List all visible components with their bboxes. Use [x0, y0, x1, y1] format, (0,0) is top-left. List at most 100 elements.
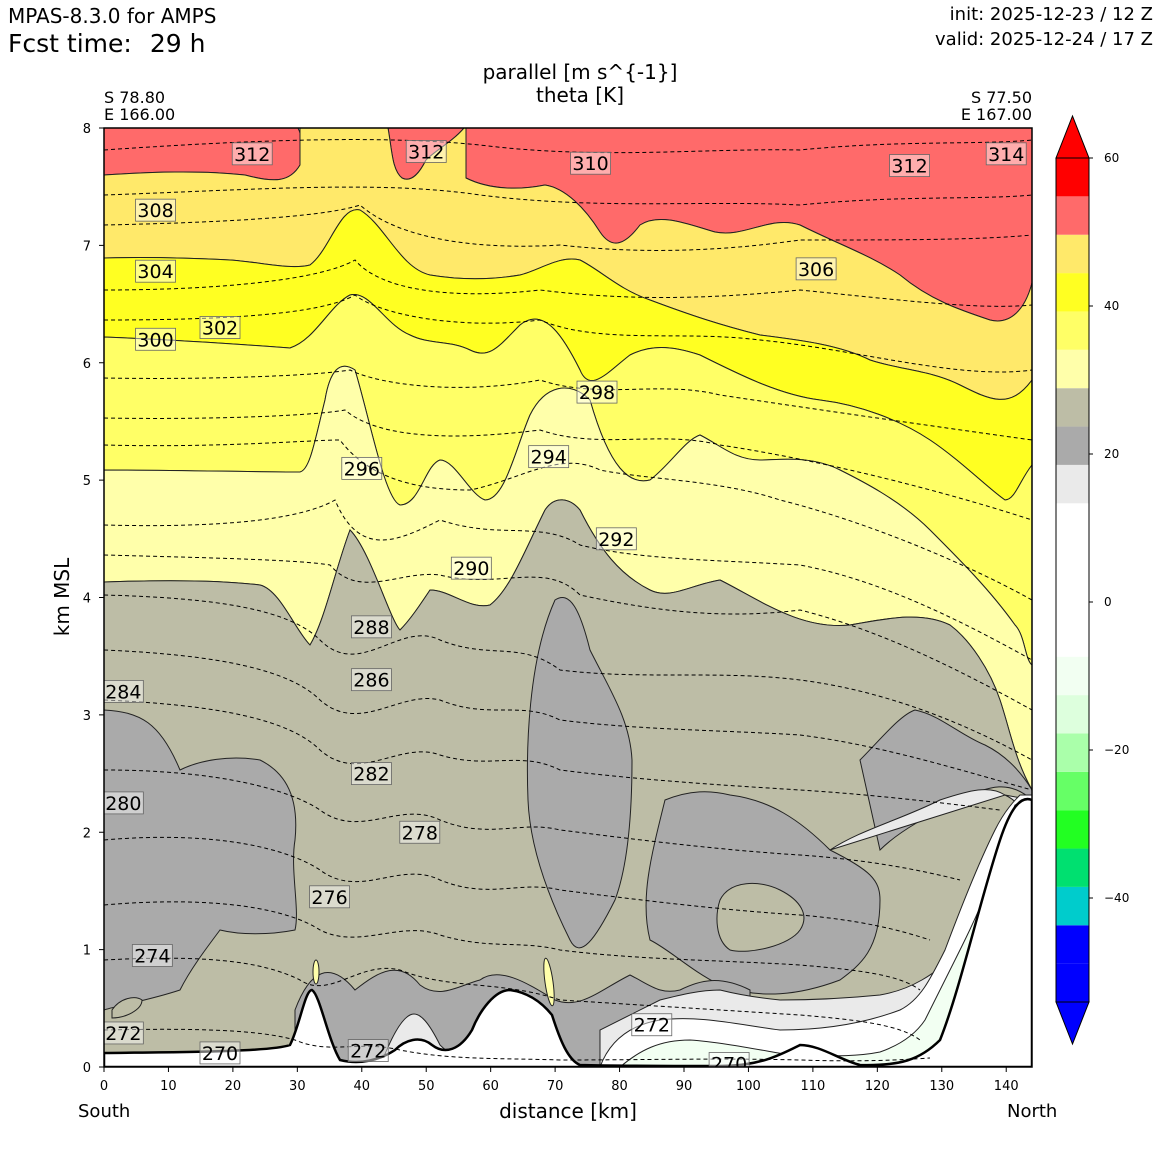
theta-contour: [104, 439, 1032, 601]
x-tick-label: 120: [865, 1079, 890, 1094]
theta-contour-label: 280: [104, 791, 144, 815]
fill-band-yellow-blob: [312, 959, 320, 985]
fill-band-gray: [859, 709, 1032, 851]
theta-contour-label: 312: [405, 140, 447, 163]
theta-contour-label: 298: [576, 380, 618, 404]
x-tick-label: 80: [611, 1079, 628, 1094]
start-longitude: E 166.00: [104, 105, 176, 124]
theta-contour-label: 312: [889, 154, 930, 178]
colorbar-tick-label: −20: [1104, 743, 1129, 757]
x-tick-label: 70: [547, 1079, 564, 1094]
theta-contour-label: 302: [199, 316, 241, 340]
theta-contour-label: 288: [351, 615, 392, 639]
theta-contour: [104, 594, 1032, 761]
theta-contour-label-text: 290: [453, 558, 489, 580]
theta-contour-label-text: 284: [105, 681, 141, 703]
theta-contour-label: 310: [570, 151, 611, 175]
theta-contour-label-text: 292: [598, 529, 634, 551]
x-tick-label: 60: [482, 1079, 499, 1094]
end-direction-label: North: [1007, 1101, 1058, 1122]
chart-title-fill: parallel [m s^{-1}]: [482, 60, 678, 84]
theta-contour-label: 272: [631, 1013, 673, 1037]
theta-contour: [104, 186, 1032, 206]
theta-contour-label-text: 296: [344, 458, 380, 480]
theta-contour-label-text: 312: [408, 141, 444, 163]
theta-contour-label-text: 286: [353, 670, 389, 692]
x-tick-label: 10: [160, 1079, 177, 1094]
colorbar-segment: [1056, 541, 1089, 580]
theta-contour-label: 300: [135, 327, 176, 351]
x-tick-label: 90: [676, 1079, 693, 1094]
colorbar-segment: [1056, 349, 1089, 389]
fill-band-gray: [294, 969, 751, 1067]
fill-band-layer: [104, 128, 1032, 1067]
theta-label-layer: 312 312 310 312 314 308 306 304 302 300 298 296 294 2…: [104, 140, 1027, 1067]
colorbar-segment: [1056, 580, 1089, 619]
theta-contour: [104, 649, 1032, 791]
colorbar-segment: [1056, 733, 1089, 772]
theta-contour-label-text: 304: [137, 261, 173, 283]
fill-band-light-yellow: [104, 294, 1032, 666]
theta-contour-label: 290: [450, 556, 492, 580]
colorbar-segment: [1056, 388, 1089, 427]
theta-contour-label: 314: [985, 142, 1027, 166]
theta-contour-label: 272: [104, 1021, 144, 1045]
theta-contour-label-text: 302: [202, 318, 238, 340]
fill-band-tan-blob: [111, 997, 143, 1019]
theta-contour: [104, 409, 1032, 521]
colorbar-segment: [1056, 234, 1089, 274]
fill-band-gray: [104, 709, 297, 1011]
theta-contour-label-text: 282: [353, 764, 389, 786]
theta-contour-label-text: 298: [579, 382, 615, 404]
y-tick-label: 7: [83, 239, 91, 254]
y-tick-label: 1: [83, 944, 91, 959]
y-tick-label: 6: [83, 357, 91, 372]
init-time: init: 2025-12-23 / 12 Z: [949, 4, 1153, 25]
theta-contour-label-text: 308: [137, 200, 173, 222]
x-tick-label: 140: [994, 1079, 1019, 1094]
fill-band-yellow-blob: [543, 957, 555, 1007]
theta-contour-label: 284: [104, 680, 144, 703]
fill-band-pale-green: [619, 799, 1032, 1067]
theta-contour: [104, 836, 931, 941]
colorbar-segment: [1056, 426, 1089, 465]
x-tick-label: 30: [289, 1079, 306, 1094]
forecast-time: Fcst time: 29 h: [8, 29, 223, 58]
y-axis: 0 1 2 3 4 5 6 7 8: [83, 122, 104, 1076]
theta-contour: [104, 139, 1032, 154]
x-axis-label: distance [km]: [499, 1099, 637, 1123]
theta-contour-label: 308: [135, 198, 176, 222]
fill-band-orange: [104, 128, 1032, 400]
theta-contour-label: 292: [595, 527, 637, 551]
theta-contour-label-text: 274: [134, 945, 170, 967]
start-direction-label: South: [78, 1101, 131, 1122]
theta-contour-label-text: 272: [634, 1015, 670, 1037]
theta-contour-label-text: 280: [105, 793, 141, 815]
colorbar-tick-label: 20: [1104, 447, 1119, 461]
start-latitude: S 78.80: [104, 88, 166, 107]
end-latitude: S 77.50: [970, 88, 1032, 107]
x-tick-label: 110: [800, 1079, 825, 1094]
theta-contour-label-text: 314: [988, 144, 1024, 166]
fill-band-pale-yellow: [104, 365, 1032, 792]
x-tick-label: 130: [929, 1079, 954, 1094]
theta-contour: [104, 957, 921, 1041]
x-axis: 0 10 20 30 40 50 60 70 80 90 100 110 120 130 140: [100, 1067, 1019, 1094]
plot-frame: [103, 127, 1033, 1068]
colorbar-under-arrow: [1055, 1001, 1090, 1046]
terrain-mask: [104, 797, 1032, 1067]
theta-contour-label-text: 270: [202, 1043, 238, 1065]
fill-band-tan: [104, 499, 1032, 1067]
theta-contour-label: 274: [131, 944, 173, 967]
colorbar-over-arrow: [1055, 114, 1090, 159]
colorbar-tick-label: −40: [1104, 891, 1129, 905]
fill-band-gray: [526, 597, 633, 949]
theta-contour-label-text: 306: [798, 259, 834, 281]
fill-band-light-gray: [599, 789, 1032, 1067]
end-longitude: E 167.00: [960, 105, 1032, 124]
theta-contour-label: 278: [399, 820, 441, 844]
theta-contour: [104, 204, 1032, 251]
theta-contour-label-text: 294: [531, 447, 567, 469]
theta-contour-label-text: 272: [105, 1023, 141, 1045]
colorbar-segment: [1056, 656, 1089, 696]
